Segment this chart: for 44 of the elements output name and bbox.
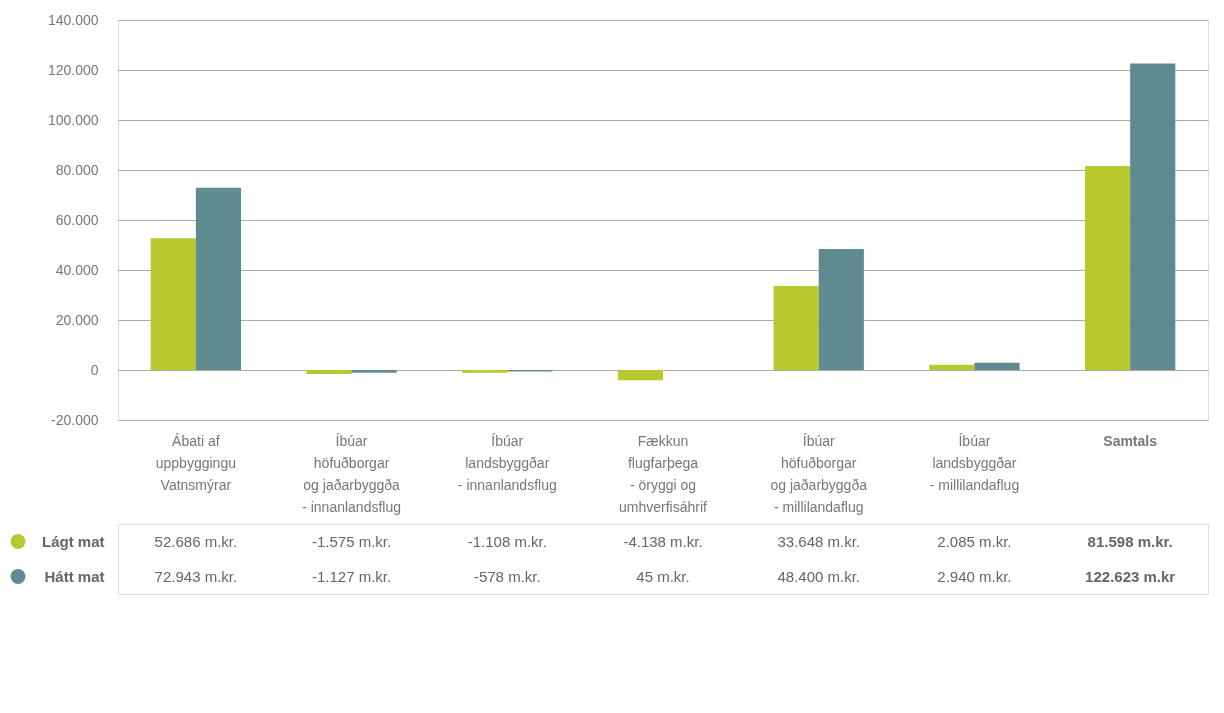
y-tick-label: 120.000 (47, 61, 99, 78)
x-tick-label: Íbúar höfuðborgar og jaðarbyggða - millilandaflug (770, 432, 868, 515)
y-tick-label: 20.000 (55, 311, 99, 328)
data-label: 33.648 m.kr. (777, 532, 860, 550)
bar (974, 362, 1020, 370)
y-tick-label: 100.000 (47, 111, 99, 128)
data-label: 72.943 m.kr. (154, 567, 238, 585)
x-tick-label: Samtals (1103, 432, 1158, 449)
x-tick-label: Íbúar höfuðborgar og jaðarbyggða - innanlandsflug (302, 432, 401, 515)
data-label: 2.940 m.kr. (937, 567, 1012, 585)
data-label: -1.127 m.kr. (311, 567, 392, 585)
y-tick-label: 140.000 (47, 11, 99, 28)
bar (773, 285, 819, 370)
x-tick-label: Íbúar landsbyggðar - millilandaflug (929, 432, 1020, 493)
legend-label: Lágt mat (41, 533, 105, 550)
data-label: 81.598 m.kr. (1087, 532, 1173, 550)
y-tick-label: 60.000 (55, 211, 99, 228)
data-label: 48.400 m.kr. (777, 567, 860, 585)
y-tick-label: 40.000 (55, 261, 99, 278)
y-tick-label: 0 (90, 361, 99, 378)
bar (306, 370, 352, 374)
bar (1130, 63, 1176, 370)
bar (818, 249, 864, 370)
bar (462, 370, 508, 373)
legend-label: Hátt mat (44, 568, 105, 585)
bar (351, 370, 397, 373)
data-label: 45 m.kr. (636, 567, 690, 585)
data-label: -4.138 m.kr. (623, 532, 703, 550)
y-tick-label: 80.000 (55, 161, 99, 178)
x-tick-label: Ábati af uppbyggingu Vatnsmýrar (155, 432, 236, 493)
data-label: -578 m.kr. (473, 567, 541, 585)
bar (617, 370, 663, 381)
x-tick-label: Fækkun flugfarþega - öryggi og umhverfisáhrif (619, 432, 708, 515)
data-label: -1.575 m.kr. (311, 532, 392, 550)
bar (195, 187, 242, 370)
data-label: 122.623 m.kr (1085, 567, 1176, 585)
x-tick-label: Íbúar landsbyggðar - innanlandsflug (457, 432, 557, 493)
y-tick-label: -20.000 (51, 411, 99, 428)
data-label: 2.085 m.kr. (937, 532, 1012, 550)
bar (929, 364, 975, 370)
data-label: -1.108 m.kr. (467, 532, 547, 550)
bar (150, 238, 196, 370)
bar (1084, 166, 1131, 370)
data-label: 52.686 m.kr. (154, 532, 238, 550)
